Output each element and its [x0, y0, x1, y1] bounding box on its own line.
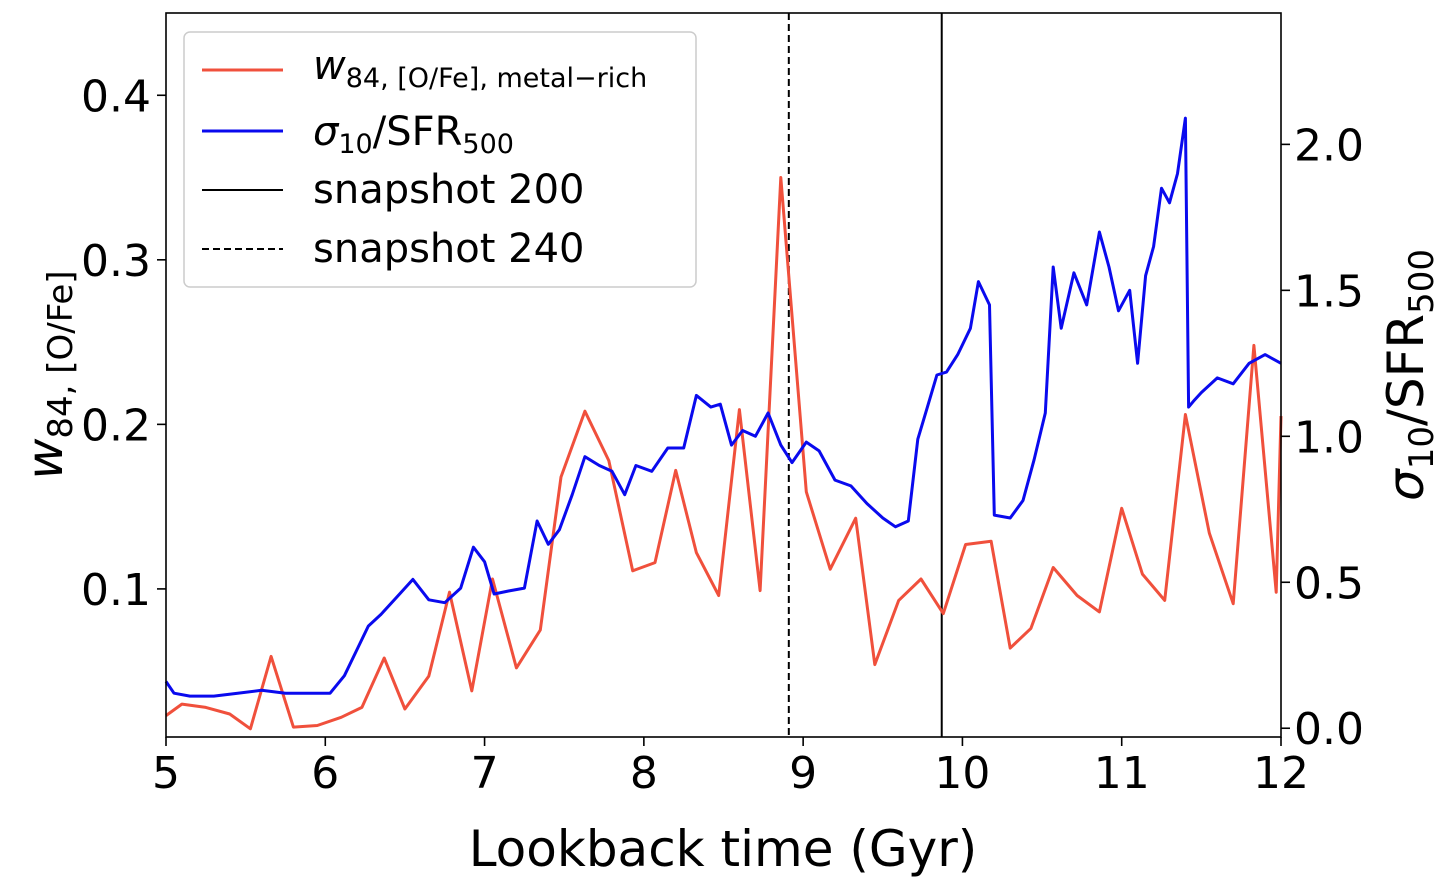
legend-w84-main: w: [313, 43, 346, 89]
y-right-label-sub2: 500: [1402, 249, 1442, 314]
y-left-tick-label: 0.4: [81, 71, 151, 122]
x-tick-label: 8: [630, 748, 658, 799]
plot-frame: [165, 12, 1282, 738]
x-tick-label: 12: [1253, 748, 1309, 799]
legend-label-w84: w84, [O/Fe], metal−rich: [313, 43, 647, 94]
y-right-tick-label: 2.0: [1294, 120, 1364, 171]
x-tick-label: 6: [311, 748, 339, 799]
series-w84-group: [165, 176, 1283, 731]
x-tick-label: 11: [1094, 748, 1150, 799]
y-left-label-sub: 84, [O/Fe]: [41, 270, 81, 438]
y-axis-left-label: w84, [O/Fe]: [16, 270, 81, 479]
y-right-label-sub1: 10: [1402, 426, 1442, 469]
y-axis-right-label: σ10/SFR500: [1377, 249, 1442, 501]
y-left-tick-label: 0.3: [81, 236, 151, 287]
x-axis: 5 6 7 8 9 10 11 12: [152, 737, 1309, 799]
y-left-tick-label: 0.1: [81, 565, 151, 616]
legend-label-snap240: snapshot 240: [313, 226, 585, 272]
legend-sigma-mid: /SFR: [373, 109, 463, 155]
series-line-sigma: [164, 116, 1282, 698]
series-sigma-group: [164, 116, 1282, 698]
y-axis-right: 0.0 0.5 1.0 1.5 2.0: [1281, 120, 1364, 755]
y-right-tick-label: 1.0: [1294, 412, 1364, 463]
y-right-tick-label: 0.0: [1294, 704, 1364, 755]
y-right-label-main: σ: [1377, 468, 1435, 501]
legend-sigma-main: σ: [313, 109, 340, 155]
y-axis-left: 0.1 0.2 0.3 0.4: [81, 71, 166, 616]
series-line-w84: [165, 176, 1283, 731]
y-left-tick-label: 0.2: [81, 400, 151, 451]
legend-sigma-sub1: 10: [338, 129, 372, 160]
legend-sigma-sub2: 500: [462, 129, 514, 160]
legend: w84, [O/Fe], metal−rich σ10/SFR500 snaps…: [183, 31, 697, 288]
legend-w84-sub: 84, [O/Fe], metal−rich: [346, 63, 648, 94]
x-tick-label: 5: [152, 748, 180, 799]
x-axis-label: Lookback time (Gyr): [469, 820, 978, 878]
y-right-tick-label: 0.5: [1294, 558, 1364, 609]
y-right-tick-label: 1.5: [1294, 266, 1364, 317]
y-left-label-main: w: [16, 439, 74, 480]
y-right-label-mid: /SFR: [1377, 314, 1435, 426]
x-tick-label: 9: [789, 748, 817, 799]
x-tick-label: 7: [471, 748, 499, 799]
legend-label-snap200: snapshot 200: [313, 167, 585, 213]
legend-label-sigma: σ10/SFR500: [313, 109, 514, 160]
legend-frame: [183, 31, 697, 288]
x-tick-label: 10: [934, 748, 990, 799]
